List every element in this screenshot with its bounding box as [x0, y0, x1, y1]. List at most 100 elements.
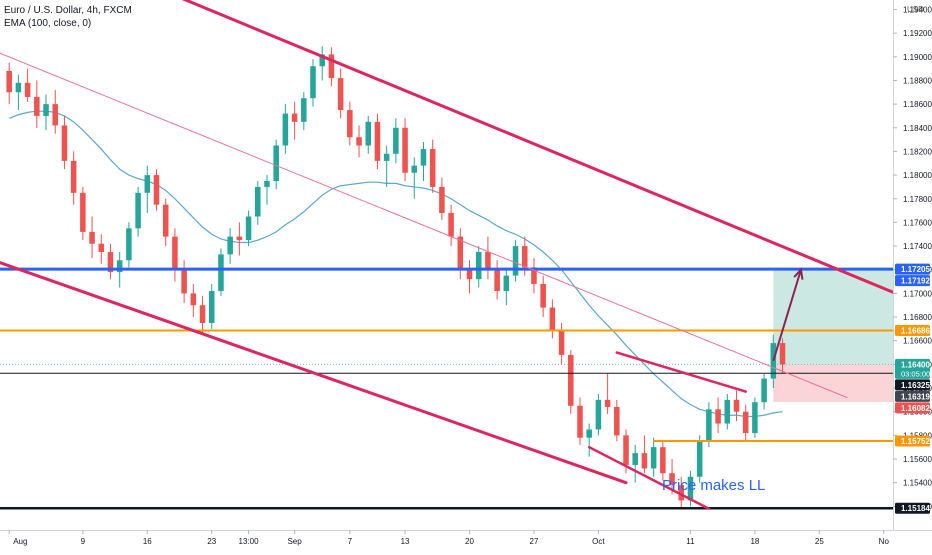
- candle-body: [135, 192, 141, 229]
- candle-body: [549, 307, 556, 332]
- candle-body: [531, 267, 537, 284]
- candle-body: [52, 104, 58, 126]
- candle-body: [420, 149, 427, 166]
- candle-body: [503, 275, 510, 292]
- y-tick-label: 1.18600: [903, 100, 932, 109]
- price-label-bg: [895, 390, 930, 402]
- x-tick-label: 23: [207, 537, 216, 546]
- indicator-label: EMA (100, close, 0): [4, 18, 92, 29]
- candle-body: [457, 236, 464, 270]
- price-label: 1.16686: [901, 327, 930, 336]
- candle-body: [577, 405, 583, 438]
- candle-body: [761, 378, 767, 403]
- candle-body: [162, 204, 169, 237]
- candle-body: [126, 228, 132, 261]
- price-label: 1.16325: [901, 381, 930, 390]
- candle-body: [604, 399, 611, 407]
- wedge-top-line: [615, 351, 747, 393]
- price-label: 1.17192: [901, 277, 930, 286]
- candle-body: [485, 251, 491, 270]
- candle-body: [227, 236, 233, 255]
- price-label-bg: [895, 358, 930, 379]
- candle-body: [512, 246, 519, 276]
- y-tick-label: 1.19000: [903, 53, 932, 62]
- ema-line: [8, 110, 783, 418]
- x-tick-label: Sep: [287, 537, 302, 546]
- price-label: 1.15752: [901, 437, 930, 446]
- candle-body: [70, 160, 77, 193]
- x-tick-label: Aug: [13, 537, 27, 546]
- price-label-bg: [895, 325, 930, 337]
- candle-body: [475, 251, 482, 280]
- candle-body: [218, 254, 224, 292]
- candle-body: [347, 110, 353, 138]
- x-tick-label: No: [879, 537, 890, 546]
- price-label-countdown: 03:05:00: [901, 369, 930, 378]
- y-tick-label: 1.18000: [903, 171, 932, 180]
- candle-body: [411, 165, 418, 173]
- target-arrow: [772, 269, 802, 362]
- candle-body: [107, 251, 114, 273]
- price-label-bg: [895, 502, 930, 514]
- x-tick-label: 27: [530, 537, 539, 546]
- y-tick-label: 1.17000: [903, 289, 932, 298]
- candle-body: [733, 399, 740, 412]
- candle-body: [742, 411, 749, 433]
- candle-body: [374, 121, 381, 161]
- candle-body: [15, 82, 22, 93]
- x-tick-label: 16: [143, 537, 152, 546]
- price-label: 1.16082: [901, 404, 930, 413]
- candle-body: [632, 453, 638, 465]
- candle-body: [282, 113, 289, 146]
- x-tick-label: 18: [750, 537, 759, 546]
- candle-body: [337, 78, 344, 111]
- candle-body: [439, 186, 445, 213]
- lower-channel-line: [0, 261, 628, 485]
- y-tick-label: 1.18200: [903, 147, 932, 156]
- candle-body: [641, 453, 648, 469]
- y-tick-label: 1.17800: [903, 195, 932, 204]
- y-tick-label: 1.18800: [903, 76, 932, 85]
- x-tick-label: Oct: [592, 537, 605, 546]
- candle-body: [660, 447, 666, 474]
- x-tick-label: 11: [686, 537, 695, 546]
- candle-body: [24, 82, 31, 98]
- candle-body: [61, 125, 68, 161]
- candle-body: [779, 343, 786, 365]
- candle-body: [6, 70, 12, 93]
- candle-body: [494, 269, 500, 292]
- x-tick-label: 20: [465, 537, 474, 546]
- candle-body: [301, 98, 307, 122]
- candle-body: [706, 409, 712, 442]
- price-label: 1.16319: [901, 392, 930, 401]
- candle-body: [236, 236, 243, 241]
- price-label: 1.15184: [901, 504, 930, 513]
- candle-body: [264, 181, 270, 187]
- wedge-bottom-line: [587, 445, 711, 510]
- candle-body: [448, 212, 454, 237]
- candle-body: [678, 485, 685, 501]
- candle-body: [365, 121, 372, 146]
- candle-body: [190, 293, 197, 306]
- candle-body: [669, 473, 675, 486]
- y-tick-label: 1.17400: [903, 242, 932, 251]
- candle-body: [172, 236, 178, 270]
- candle-body: [614, 406, 620, 436]
- price-label-bg: [895, 402, 930, 414]
- target-arrow-head: [793, 267, 804, 280]
- candle-body: [393, 127, 399, 154]
- candle-body: [291, 113, 298, 122]
- candle-body: [650, 447, 657, 469]
- candle-body: [144, 175, 151, 193]
- candle-body: [153, 175, 160, 205]
- candle-body: [89, 231, 95, 244]
- candle-body: [310, 66, 316, 99]
- candle-body: [199, 305, 206, 323]
- symbol-title: Euro / U.S. Dollar, 4h, FXCM: [4, 5, 132, 16]
- candle-body: [116, 260, 123, 273]
- candle-body: [208, 291, 215, 323]
- y-tick-label: 1.17600: [903, 218, 932, 227]
- price-label: 1.16400: [901, 360, 930, 369]
- candle-body: [586, 429, 592, 438]
